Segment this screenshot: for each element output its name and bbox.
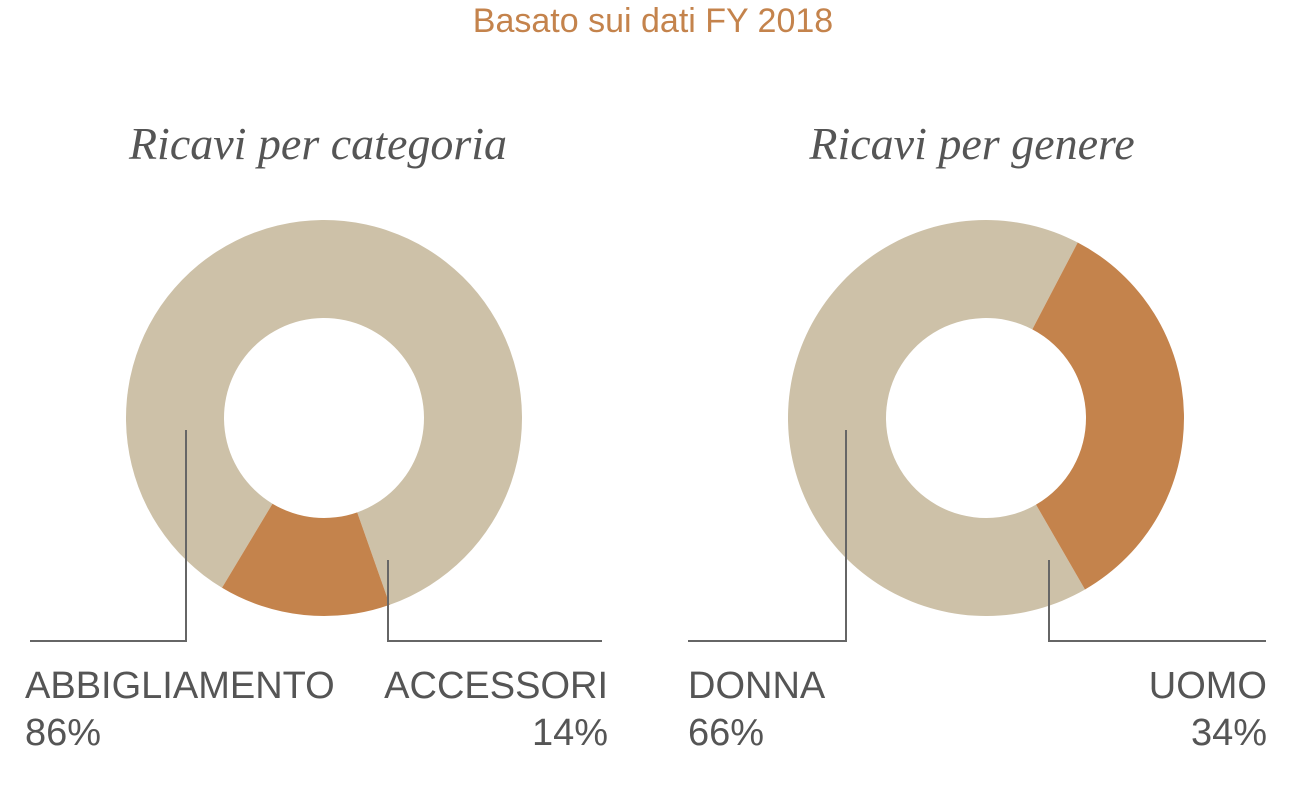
value-uomo: 34%	[1191, 712, 1267, 754]
label-donna: DONNA	[688, 665, 826, 707]
subtitle: Basato sui dati FY 2018	[473, 2, 833, 40]
leader-line-abbigliamento	[30, 430, 187, 642]
value-donna: 66%	[688, 712, 764, 754]
value-abbigliamento: 86%	[25, 712, 101, 754]
chart-gender: Ricavi per genere DONNA 66% UOMO 34%	[688, 118, 1267, 754]
leader-line-donna	[688, 430, 847, 642]
label-uomo: UOMO	[1149, 665, 1267, 707]
slice-donna	[788, 219, 1085, 616]
donut-category	[126, 219, 523, 616]
slice-uomo	[1032, 242, 1184, 590]
leader-line-accessori	[387, 560, 602, 642]
slice-accessori	[222, 503, 390, 616]
label-accessori: ACCESSORI	[384, 665, 608, 707]
slice-abbigliamento	[126, 219, 523, 605]
label-abbigliamento: ABBIGLIAMENTO	[25, 665, 335, 707]
donut-gender	[788, 219, 1184, 616]
chart-category: Ricavi per categoria ABBIGLIAMENTO 86% A…	[25, 118, 608, 754]
chart-title-gender: Ricavi per genere	[808, 118, 1134, 169]
chart-title-category: Ricavi per categoria	[128, 118, 507, 169]
value-accessori: 14%	[532, 712, 608, 754]
leader-line-uomo	[1048, 560, 1266, 642]
